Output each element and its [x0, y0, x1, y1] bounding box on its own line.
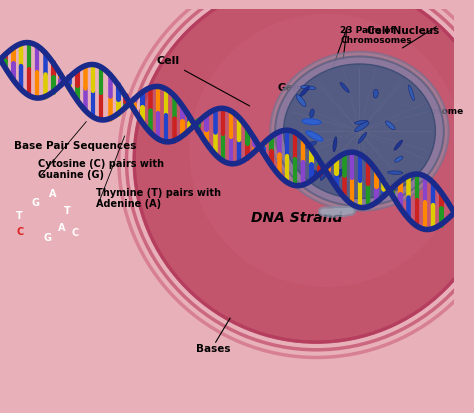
- Text: G: G: [44, 233, 52, 243]
- Ellipse shape: [395, 156, 403, 162]
- Text: G: G: [31, 198, 39, 208]
- Ellipse shape: [300, 86, 310, 97]
- Ellipse shape: [356, 128, 373, 145]
- Ellipse shape: [359, 195, 370, 206]
- Ellipse shape: [373, 89, 378, 98]
- Ellipse shape: [313, 171, 325, 178]
- Text: A: A: [48, 189, 56, 199]
- Ellipse shape: [301, 141, 317, 149]
- Ellipse shape: [388, 171, 403, 174]
- Text: 23 Pairs of
Chromosomes: 23 Pairs of Chromosomes: [340, 26, 412, 45]
- Text: Genes: Genes: [278, 83, 314, 93]
- Ellipse shape: [394, 140, 402, 150]
- Ellipse shape: [370, 98, 384, 112]
- Ellipse shape: [409, 85, 414, 101]
- Ellipse shape: [301, 85, 316, 90]
- Text: Cytosine (C) pairs with
Guanine (G): Cytosine (C) pairs with Guanine (G): [38, 159, 164, 180]
- Text: A: A: [57, 223, 65, 233]
- Text: C: C: [17, 227, 24, 237]
- Text: Chromosome
Pair: Chromosome Pair: [398, 107, 464, 127]
- Text: Base Pair Sequences: Base Pair Sequences: [14, 141, 137, 151]
- Ellipse shape: [333, 137, 337, 152]
- Ellipse shape: [340, 82, 349, 93]
- Ellipse shape: [283, 64, 436, 199]
- Ellipse shape: [189, 14, 463, 287]
- Text: DNA Strand: DNA Strand: [252, 211, 343, 225]
- Ellipse shape: [134, 0, 474, 342]
- Text: Cell Nucleus: Cell Nucleus: [367, 26, 439, 36]
- Text: C: C: [72, 228, 79, 238]
- Ellipse shape: [355, 120, 368, 124]
- Ellipse shape: [352, 195, 363, 206]
- Text: T: T: [16, 211, 22, 221]
- Ellipse shape: [385, 121, 395, 130]
- Ellipse shape: [270, 52, 448, 211]
- Ellipse shape: [320, 171, 327, 180]
- Ellipse shape: [306, 131, 323, 141]
- Text: Bases: Bases: [196, 344, 230, 354]
- Text: Cell: Cell: [156, 56, 250, 106]
- Ellipse shape: [358, 133, 367, 143]
- Ellipse shape: [355, 121, 369, 132]
- Text: Thymine (T) pairs with
Adenine (A): Thymine (T) pairs with Adenine (A): [96, 188, 221, 209]
- Text: T: T: [64, 206, 71, 216]
- Ellipse shape: [310, 109, 314, 118]
- Ellipse shape: [302, 119, 321, 125]
- Ellipse shape: [275, 57, 444, 206]
- Ellipse shape: [334, 119, 346, 132]
- Ellipse shape: [336, 169, 343, 178]
- Ellipse shape: [296, 95, 306, 107]
